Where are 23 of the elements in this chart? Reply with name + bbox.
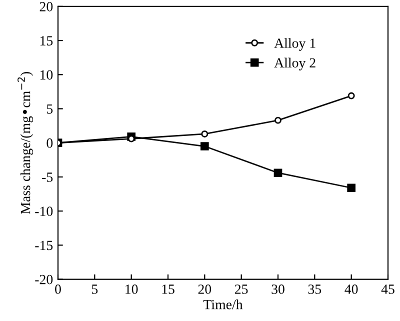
x-tick-label: 35: [308, 284, 322, 294]
x-tick-label: 30: [272, 284, 284, 294]
y-tick-label: 20: [40, 2, 53, 12]
y-tick-label: -15: [35, 240, 53, 250]
x-tick-label: 15: [162, 284, 174, 294]
y-tick-label: 10: [40, 70, 53, 80]
x-tick-label: 0: [55, 284, 61, 294]
y-tick-label: -10: [35, 206, 53, 216]
x-tick-label: 10: [126, 284, 138, 294]
x-tick-label: 5: [92, 284, 98, 294]
x-tick-label: 25: [235, 284, 248, 294]
legend-label: Alloy 2: [274, 58, 316, 70]
x-tick-label: 40: [344, 284, 358, 294]
legend-label: Alloy 1: [274, 38, 316, 51]
y-tick-label: -5: [42, 172, 53, 182]
y-tick-label: 5: [47, 104, 53, 114]
y-tick-label: -20: [35, 274, 53, 284]
y-axis-title: Mass change/(mg•cm$^{−2}$): [18, 72, 34, 214]
x-axis-title: Time/h: [203, 300, 243, 310]
y-tick-label: 15: [40, 36, 53, 46]
y-tick-label: 0: [46, 138, 53, 148]
x-tick-label: 20: [198, 284, 212, 294]
x-tick-label: 45: [381, 284, 394, 294]
